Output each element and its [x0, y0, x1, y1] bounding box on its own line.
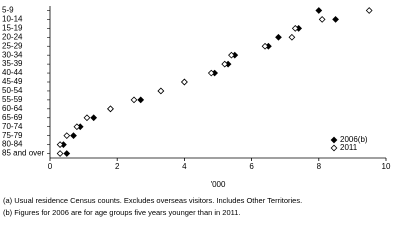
y-tick-label: 50-54 — [2, 86, 23, 95]
y-tick-label: 15-19 — [2, 23, 23, 32]
dot — [73, 123, 81, 131]
y-tick-label: 60-64 — [2, 104, 23, 113]
dot — [181, 78, 188, 86]
x-tick-label: 6 — [249, 162, 254, 171]
dot — [315, 7, 323, 14]
y-tick-label: 25-29 — [2, 41, 23, 50]
legend-label: 2011 — [340, 143, 358, 152]
dot — [63, 150, 71, 157]
y-tick-label: 30-34 — [2, 50, 23, 59]
dot — [221, 60, 229, 68]
chart: '000 (a) Usual residence Census counts. … — [2, 6, 391, 217]
x-axis-label: '000 — [211, 180, 226, 189]
y-tick-label: 75-79 — [2, 131, 23, 140]
dot — [291, 24, 299, 32]
y-tick-label: 10-14 — [2, 15, 23, 24]
dot — [332, 16, 339, 23]
legend-label: 2006(b) — [340, 135, 368, 144]
dot — [70, 132, 77, 140]
y-tick-label: 5-9 — [2, 6, 14, 15]
dot — [275, 33, 282, 41]
dot — [107, 105, 114, 113]
dot — [56, 141, 64, 148]
dot — [83, 114, 91, 122]
dot — [261, 42, 269, 50]
dot — [130, 96, 138, 104]
y-tick-label: 85 and over — [2, 149, 45, 158]
y-tick-label: 40-44 — [2, 68, 23, 77]
dot — [157, 87, 165, 95]
x-tick-label: 2 — [115, 162, 120, 171]
dot — [137, 96, 145, 104]
y-tick-label: 70-74 — [2, 122, 23, 131]
y-tick-label: 80-84 — [2, 140, 23, 149]
x-tick-label: 4 — [182, 162, 187, 171]
x-tick-label: 10 — [382, 162, 391, 171]
y-tick-label: 65-69 — [2, 113, 23, 122]
x-tick-label: 8 — [317, 162, 322, 171]
footnote: (b) Figures for 2006 are for age groups … — [3, 208, 241, 217]
footnote: (a) Usual residence Census counts. Exclu… — [3, 196, 302, 205]
legend-marker — [330, 144, 338, 152]
dot — [318, 16, 326, 23]
y-tick-label: 20-24 — [2, 32, 23, 41]
y-tick-label: 35-39 — [2, 59, 23, 68]
y-tick-label: 45-49 — [2, 77, 23, 86]
dot — [207, 69, 215, 77]
dot — [288, 33, 296, 41]
dot — [365, 7, 373, 14]
page: {"chart_data": {"type": "dot", "categori… — [2, 5, 391, 217]
dot — [63, 132, 71, 140]
x-tick-label: 0 — [48, 162, 53, 171]
legend-marker — [330, 136, 338, 144]
y-tick-label: 55-59 — [2, 95, 23, 104]
dot — [56, 150, 64, 157]
dot — [228, 51, 235, 59]
dot — [90, 114, 98, 122]
